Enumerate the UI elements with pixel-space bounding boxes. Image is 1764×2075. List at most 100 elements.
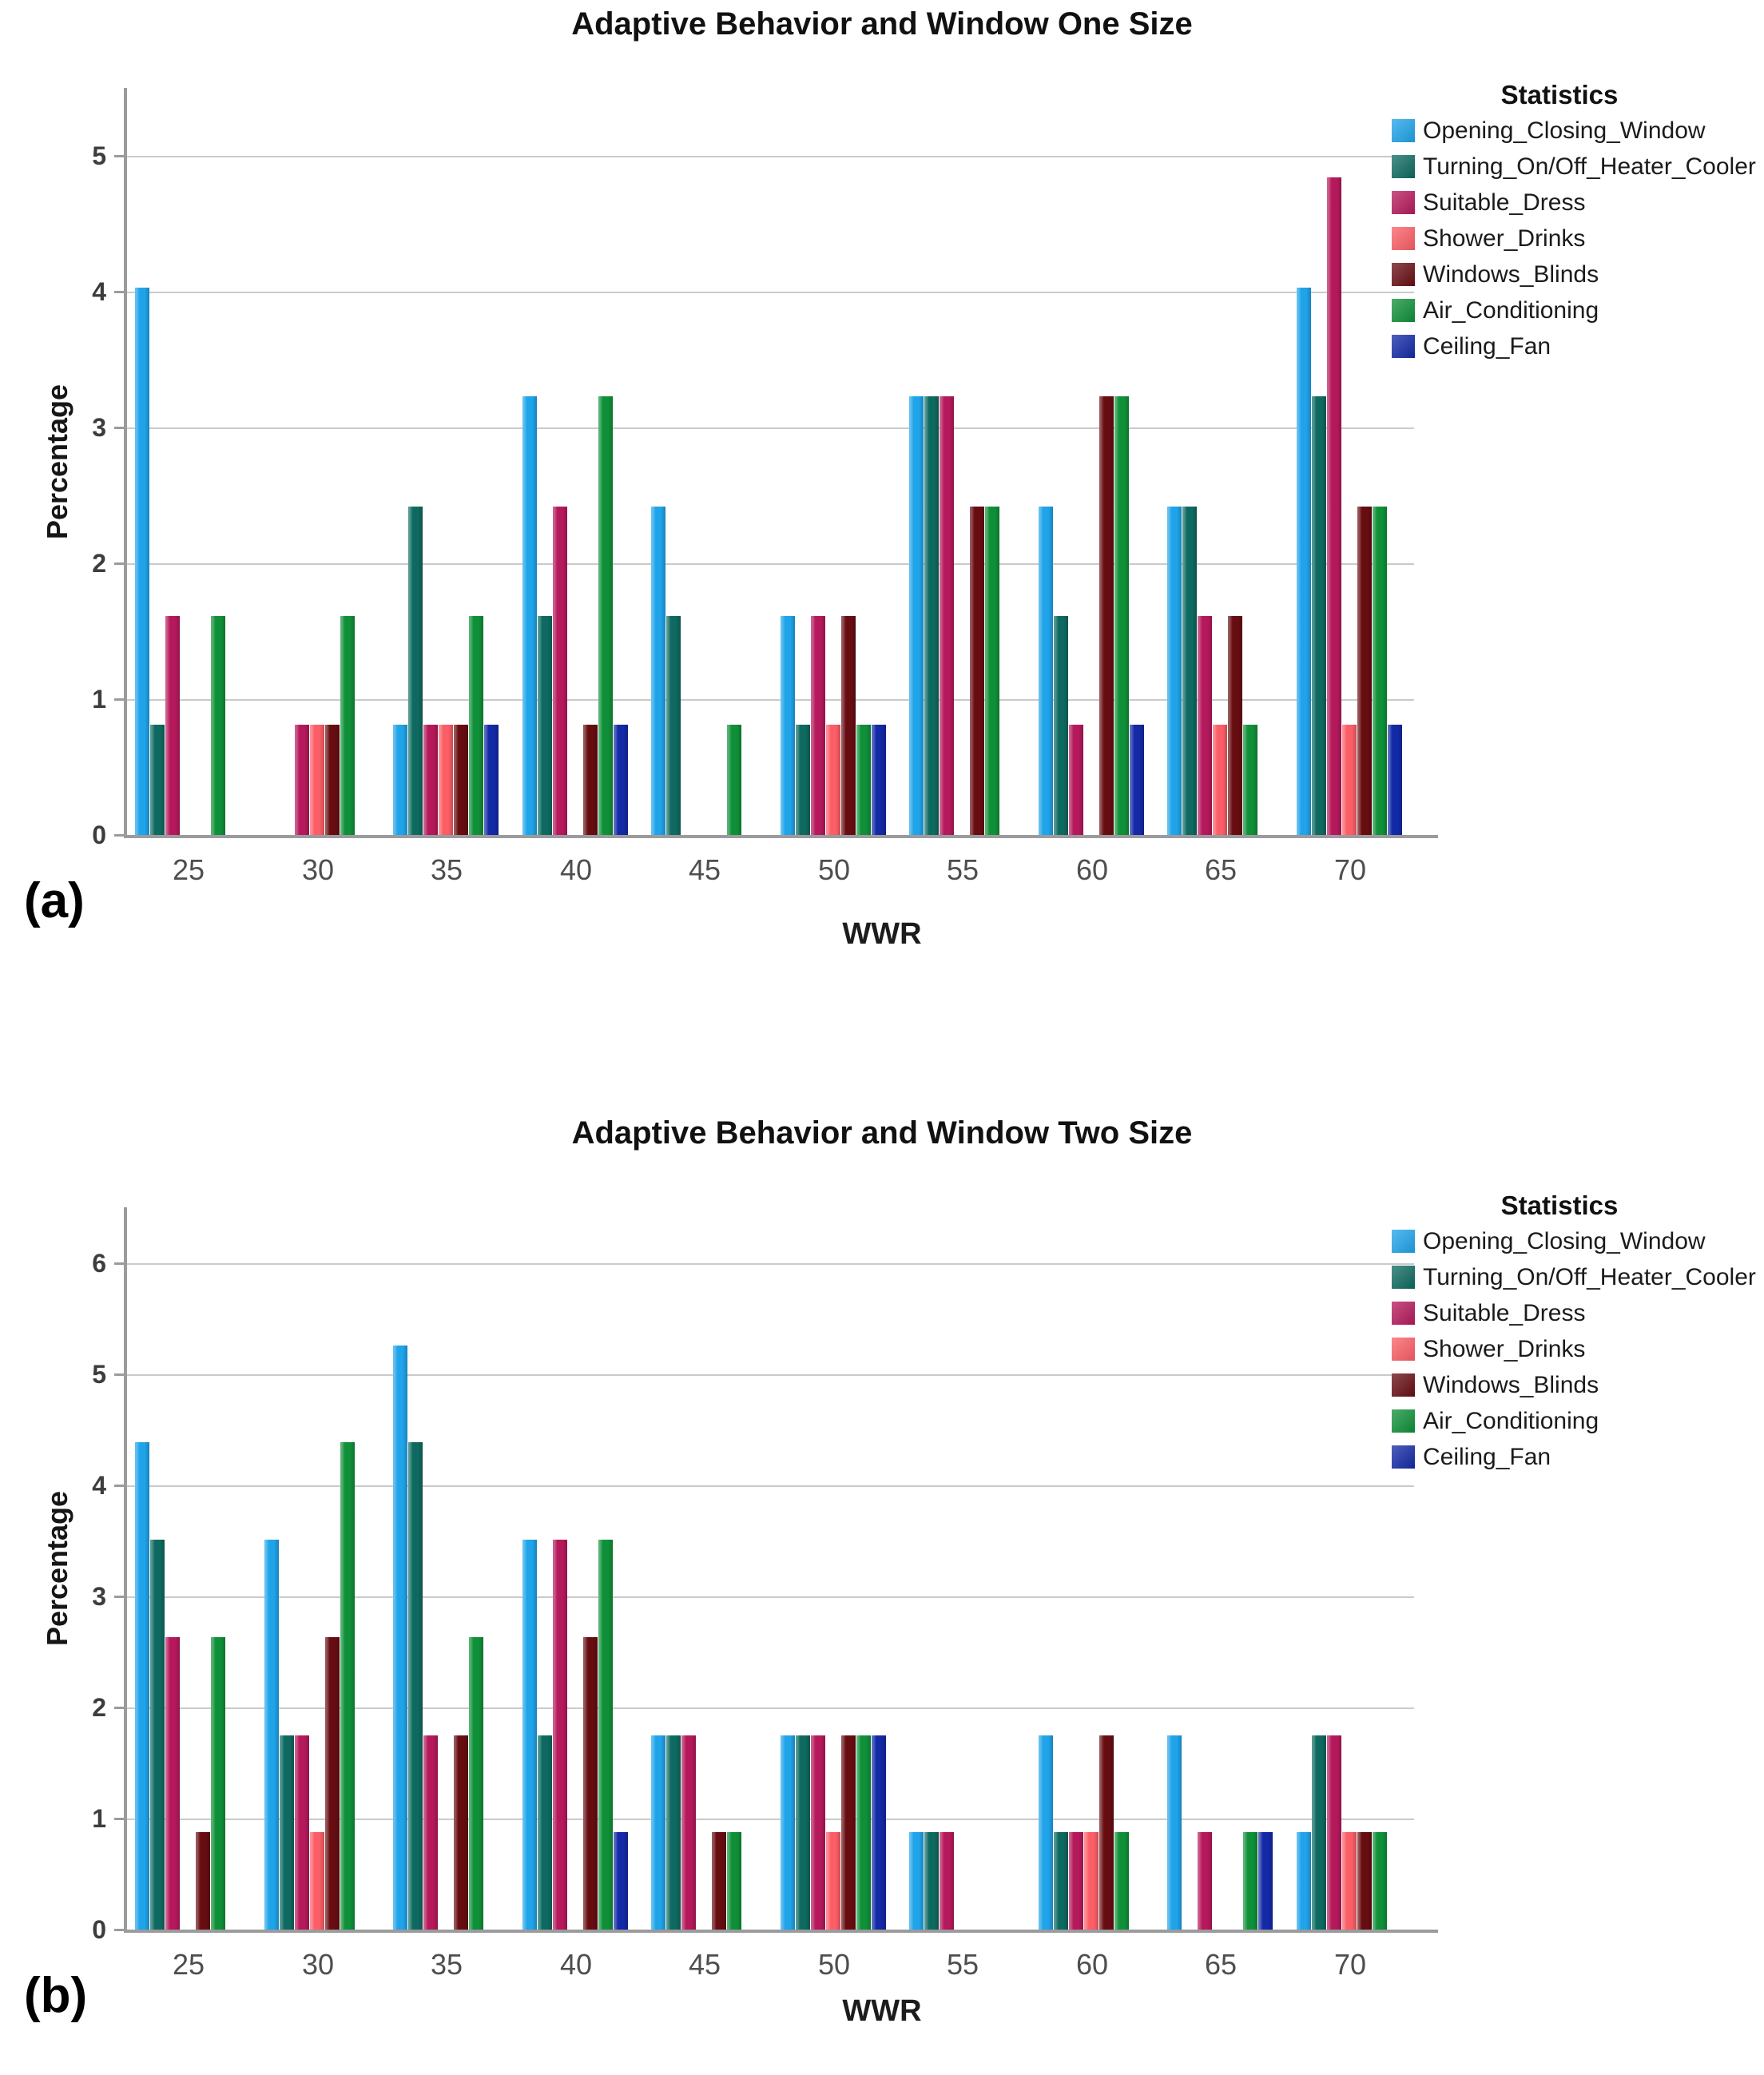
bar-Turning_On/Off_Heater_Cooler-60 [1054,616,1068,835]
bar-Windows_Blinds-30 [325,725,340,835]
y-tick-label-0: 0 [92,1915,106,1944]
y-tick-label-3: 3 [92,413,106,442]
bar-Windows_Blinds-25 [196,1832,210,1930]
bar-Air_Conditioning-65 [1243,1832,1257,1930]
bar-Suitable_Dress-60 [1069,1832,1083,1930]
legend-label: Windows_Blinds [1423,261,1599,288]
legend-label: Shower_Drinks [1423,225,1586,252]
y-tick-label-1: 1 [92,685,106,714]
x-tick-label-55: 55 [946,853,979,886]
bar-Opening_Closing_Window-60 [1039,507,1053,835]
bar-Turning_On/Off_Heater_Cooler-25 [150,725,165,835]
legend-swatch-icon [1392,227,1415,250]
y-tick-mark-4 [114,1485,124,1487]
legend-label: Windows_Blinds [1423,1372,1599,1398]
bar-Shower_Drinks-70 [1342,1832,1357,1930]
bar-Air_Conditioning-55 [985,507,999,835]
legend-swatch-icon [1392,191,1415,214]
bar-Turning_On/Off_Heater_Cooler-30 [280,1735,294,1930]
x-axis-line [124,835,1438,838]
x-tick-label-45: 45 [688,1948,721,1981]
bar-Windows_Blinds-30 [325,1637,340,1930]
chart-b-title: Adaptive Behavior and Window Two Size [571,1115,1193,1151]
legend-item-Ceiling_Fan: Ceiling_Fan [1392,1445,1764,1469]
bar-Ceiling_Fan-50 [872,725,886,835]
y-tick-label-3: 3 [92,1582,106,1611]
bar-Opening_Closing_Window-40 [522,396,537,835]
bar-Air_Conditioning-60 [1114,396,1129,835]
gridline-y-2 [124,563,1414,565]
bar-Air_Conditioning-25 [211,1637,225,1930]
x-tick-label-25: 25 [172,1948,205,1981]
bar-Air_Conditioning-45 [727,725,741,835]
legend-label: Opening_Closing_Window [1423,117,1706,144]
legend-swatch-icon [1392,335,1415,358]
x-axis-line [124,1930,1438,1933]
chart-b-plot-area: 0 1 2 3 4 5 6 25 30 35 40 45 50 55 60 65 70 [92,1207,1438,1979]
bar-Suitable_Dress-40 [553,1540,567,1930]
gridline-y-6 [124,1263,1414,1265]
legend-item-Windows_Blinds: Windows_Blinds [1392,1373,1764,1397]
bar-Opening_Closing_Window-65 [1167,1735,1182,1930]
legend-label: Turning_On/Off_Heater_Cooler [1423,1264,1756,1290]
chart-a-y-axis-label: Percentage [41,384,74,540]
bar-Suitable_Dress-55 [940,1832,954,1930]
gridline-y-3 [124,1596,1414,1598]
bar-Suitable_Dress-50 [811,616,825,835]
legend-item-Ceiling_Fan: Ceiling_Fan [1392,334,1764,359]
bar-Opening_Closing_Window-35 [393,1346,407,1930]
gridline-y-1 [124,699,1414,701]
x-tick-label-35: 35 [430,853,463,886]
chart-a-title: Adaptive Behavior and Window One Size [571,6,1193,42]
bar-Turning_On/Off_Heater_Cooler-50 [796,725,810,835]
bar-Opening_Closing_Window-70 [1297,288,1311,835]
y-axis-line [124,1207,127,1930]
bar-Opening_Closing_Window-25 [135,288,149,835]
bar-Opening_Closing_Window-25 [135,1442,149,1930]
bar-Suitable_Dress-70 [1327,177,1341,835]
legend-label: Turning_On/Off_Heater_Cooler [1423,153,1756,180]
chart-a-x-axis-label: WWR [842,917,922,951]
gridline-y-2 [124,1707,1414,1709]
bar-Windows_Blinds-40 [583,1637,598,1930]
legend-item-Suitable_Dress: Suitable_Dress [1392,1301,1764,1326]
bar-Turning_On/Off_Heater_Cooler-50 [796,1735,810,1930]
gridline-y-3 [124,427,1414,429]
legend-swatch-icon [1392,263,1415,286]
x-tick-label-65: 65 [1204,1948,1238,1981]
chart-b-y-axis-label: Percentage [41,1490,74,1647]
y-tick-mark-3 [114,427,124,429]
x-tick-label-60: 60 [1075,853,1109,886]
bar-Air_Conditioning-50 [856,1735,871,1930]
legend-item-Windows_Blinds: Windows_Blinds [1392,262,1764,287]
chart-a-plot-area: 0 1 2 3 4 5 25 30 35 40 45 50 55 60 65 70 [92,88,1438,884]
legend-label: Shower_Drinks [1423,1336,1586,1362]
gridline-y-1 [124,1819,1414,1820]
legend-swatch-icon [1392,299,1415,322]
bar-Windows_Blinds-60 [1099,1735,1114,1930]
chart-a-panel-label: (a) [24,873,85,928]
x-tick-label-35: 35 [430,1948,463,1981]
bar-Ceiling_Fan-40 [614,725,628,835]
y-tick-label-1: 1 [92,1804,106,1833]
bar-Shower_Drinks-60 [1084,1832,1099,1930]
bar-Windows_Blinds-50 [841,616,856,835]
bar-Windows_Blinds-35 [454,1735,468,1930]
y-tick-mark-5 [114,155,124,157]
bar-Air_Conditioning-25 [211,616,225,835]
legend-item-Turning_On/Off_Heater_Cooler: Turning_On/Off_Heater_Cooler [1392,154,1764,179]
bar-Air_Conditioning-40 [598,396,613,835]
bar-Opening_Closing_Window-30 [264,1540,279,1930]
legend-label: Air_Conditioning [1423,1408,1599,1434]
y-tick-mark-5 [114,1373,124,1376]
bar-Windows_Blinds-65 [1228,616,1242,835]
bar-Ceiling_Fan-40 [614,1832,628,1930]
bar-Suitable_Dress-65 [1198,616,1212,835]
legend-swatch-icon [1392,1266,1415,1289]
bar-Ceiling_Fan-35 [484,725,499,835]
bar-Suitable_Dress-40 [553,507,567,835]
bar-Suitable_Dress-70 [1327,1735,1341,1930]
gridline-y-5 [124,1374,1414,1376]
bar-Suitable_Dress-30 [295,1735,309,1930]
